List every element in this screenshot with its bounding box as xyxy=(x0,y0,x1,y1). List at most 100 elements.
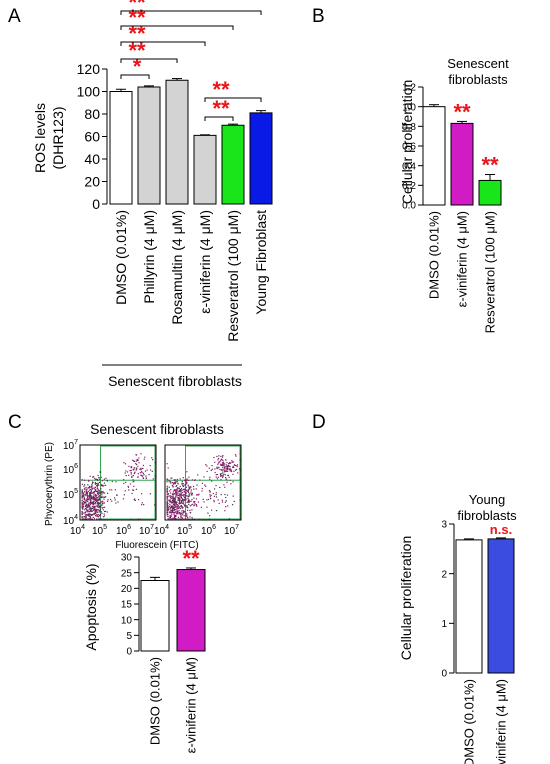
flow-event xyxy=(97,493,99,496)
flow-event xyxy=(227,474,229,477)
flow-event xyxy=(107,499,109,501)
x-tick-label: ε-viniferin (4 μM) xyxy=(197,210,213,314)
flow-x-tick-label: 106 xyxy=(201,524,216,537)
flow-event xyxy=(89,492,92,495)
flow-event xyxy=(222,461,225,463)
flow-event xyxy=(96,500,98,502)
significance-bracket xyxy=(120,74,150,79)
flow-event xyxy=(125,475,127,477)
significance-bracket xyxy=(204,116,234,121)
flow-event xyxy=(177,505,179,507)
flow-event xyxy=(176,492,178,494)
flow-event xyxy=(141,493,143,495)
flow-event xyxy=(186,506,188,508)
flow-event xyxy=(186,515,188,517)
flow-event xyxy=(201,490,203,492)
flow-event xyxy=(196,484,198,486)
flow-event xyxy=(174,516,176,518)
flow-event xyxy=(135,460,137,462)
flow-event xyxy=(95,499,98,501)
flow-event xyxy=(182,483,184,485)
flow-x-axis-label: Fluorescein (FITC) xyxy=(115,540,198,551)
flow-event xyxy=(95,503,97,505)
x-tick-labels: DMSO (0.01%) Phillyrin (4 μM) Rosamultin (… xyxy=(113,210,269,342)
flow-event xyxy=(98,515,101,517)
flow-event xyxy=(189,488,191,490)
flow-event xyxy=(177,507,179,509)
flow-event xyxy=(104,484,107,486)
flow-event xyxy=(128,489,130,491)
flow-event xyxy=(175,502,177,505)
flow-event xyxy=(135,454,138,456)
flow-event xyxy=(209,490,211,493)
flow-event xyxy=(221,472,223,475)
flow-plot-dmso xyxy=(79,444,157,521)
flow-event xyxy=(188,518,190,520)
flow-event xyxy=(94,498,96,501)
flow-event xyxy=(183,503,185,505)
flow-event xyxy=(186,479,188,481)
flow-event xyxy=(184,488,187,491)
flow-event xyxy=(82,504,84,506)
flow-event xyxy=(130,473,132,475)
flow-event xyxy=(215,509,218,512)
flow-event xyxy=(195,504,197,506)
significance-mark: n.s. xyxy=(490,522,512,537)
flow-event xyxy=(220,478,222,481)
flow-event xyxy=(209,491,211,493)
flow-event xyxy=(221,501,224,503)
flow-event xyxy=(229,465,231,468)
flow-event xyxy=(90,510,92,512)
flow-event xyxy=(91,483,93,485)
flow-event xyxy=(98,481,101,484)
flow-event xyxy=(97,503,99,506)
flow-event xyxy=(98,492,100,494)
flow-event xyxy=(185,499,187,501)
flow-event xyxy=(134,471,136,473)
flow-event xyxy=(115,502,117,504)
flow-event xyxy=(170,477,172,479)
flow-event xyxy=(187,507,189,509)
flow-event xyxy=(193,500,195,503)
flow-y-tick-label: 106 xyxy=(63,463,78,476)
flow-event xyxy=(172,504,174,506)
flow-event xyxy=(184,491,187,494)
flow-event xyxy=(91,487,93,489)
flow-event xyxy=(173,508,175,510)
flow-event xyxy=(172,491,174,493)
flow-event xyxy=(102,485,104,487)
flow-event xyxy=(90,498,92,500)
flow-event xyxy=(81,496,83,498)
flow-event xyxy=(186,505,188,507)
flow-event xyxy=(82,505,84,507)
flow-event xyxy=(173,501,175,503)
flow-event xyxy=(89,502,91,504)
flow-event xyxy=(189,511,191,514)
flow-event xyxy=(81,493,83,495)
significance-bracket xyxy=(120,58,178,63)
x-tick-label: DMSO (0.01%) xyxy=(148,657,163,745)
flow-event xyxy=(176,478,178,481)
flow-event xyxy=(94,489,96,491)
flow-event xyxy=(96,503,99,505)
flow-event xyxy=(85,515,87,517)
flow-event xyxy=(81,516,83,519)
flow-event xyxy=(239,459,241,461)
flow-event xyxy=(239,469,241,471)
flow-event xyxy=(229,462,231,464)
flow-event xyxy=(96,509,99,511)
flow-event xyxy=(88,514,91,516)
flow-event xyxy=(187,496,190,498)
flow-event xyxy=(152,459,154,461)
flow-event xyxy=(90,491,92,493)
flow-event xyxy=(239,478,241,481)
significance-mark: * xyxy=(133,54,142,79)
flow-event xyxy=(137,518,140,520)
flow-event xyxy=(223,484,225,486)
flow-event xyxy=(87,510,89,512)
flow-event xyxy=(173,501,175,504)
flow-event xyxy=(95,509,98,511)
flow-event xyxy=(189,493,191,495)
flow-event xyxy=(195,503,198,506)
flow-event xyxy=(135,469,137,471)
